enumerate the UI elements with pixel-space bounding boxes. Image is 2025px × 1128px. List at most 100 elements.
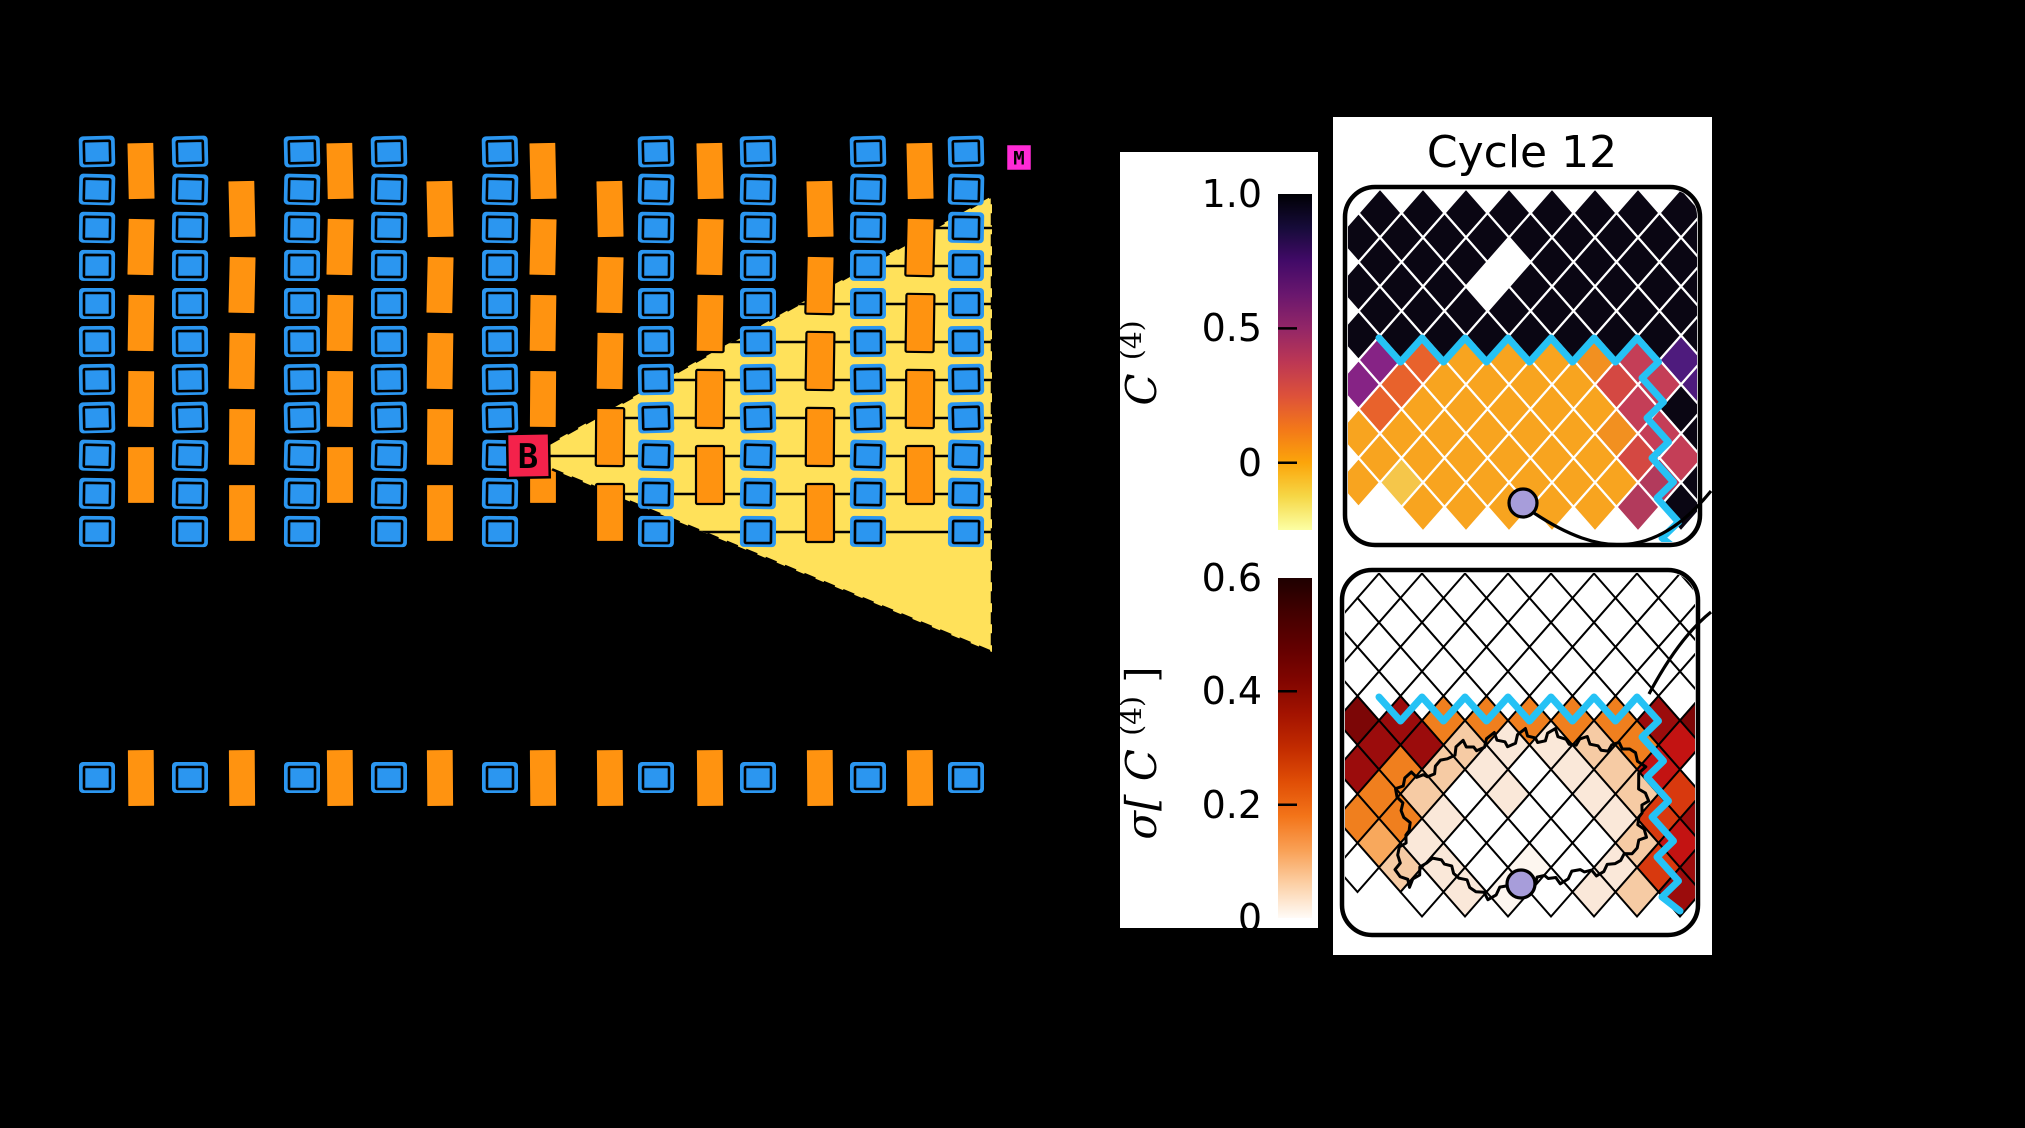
two-qubit-gate bbox=[226, 254, 258, 316]
single-qubit-gate-body bbox=[287, 253, 317, 279]
two-qubit-gate bbox=[594, 482, 626, 544]
single-qubit-gate-body bbox=[853, 215, 883, 241]
single-qubit-gate bbox=[78, 439, 116, 472]
single-qubit-gate-body bbox=[175, 215, 205, 241]
qubit-cell bbox=[1442, 865, 1488, 919]
single-qubit-gate-body bbox=[853, 139, 883, 165]
mean-otoc-axis-label: C̄ (4) bbox=[1115, 320, 1166, 405]
mean-otoc-label-sup: (4) bbox=[1115, 320, 1148, 360]
single-qubit-gate bbox=[947, 173, 985, 206]
single-qubit-gate bbox=[849, 401, 887, 434]
qubit-cell bbox=[1348, 456, 1382, 509]
single-qubit-gate bbox=[172, 288, 208, 319]
two-qubit-gate bbox=[324, 368, 356, 430]
single-qubit-gate bbox=[740, 288, 776, 319]
single-qubit-gate bbox=[171, 515, 209, 548]
single-qubit-gate-body bbox=[374, 443, 404, 469]
single-qubit-gate bbox=[947, 439, 985, 472]
std-otoc-lattice bbox=[1339, 567, 1712, 938]
single-qubit-gate bbox=[78, 363, 116, 396]
two-qubit-gate bbox=[804, 330, 836, 392]
single-qubit-gate-body bbox=[743, 405, 773, 431]
single-qubit-gate-body bbox=[853, 405, 883, 431]
mean-otoc-label-base: C̄ bbox=[1115, 373, 1166, 405]
two-qubit-gate bbox=[424, 747, 456, 809]
single-qubit-gate bbox=[370, 401, 408, 434]
single-qubit-gate-body bbox=[485, 367, 515, 393]
single-qubit-gate bbox=[481, 173, 519, 206]
uncertainty-contour bbox=[1393, 727, 1651, 902]
single-qubit-gate bbox=[171, 173, 209, 206]
single-qubit-gate bbox=[481, 401, 519, 434]
single-qubit-gate-body bbox=[175, 329, 205, 355]
two-qubit-gate bbox=[125, 216, 157, 278]
two-qubit-gate bbox=[424, 178, 456, 240]
single-qubit-gate-body bbox=[374, 253, 404, 279]
single-qubit-gate bbox=[284, 762, 320, 793]
single-qubit-gate bbox=[947, 325, 985, 358]
single-qubit-gate-body bbox=[641, 215, 671, 241]
single-qubit-gate-body bbox=[853, 329, 883, 355]
single-qubit-gate-body bbox=[287, 367, 317, 393]
single-qubit-gate-body bbox=[175, 519, 205, 545]
cb2-tick-0: 0 bbox=[1238, 896, 1262, 940]
single-qubit-gate-body bbox=[485, 253, 515, 279]
single-qubit-gate-body bbox=[951, 253, 981, 279]
two-qubit-gate bbox=[424, 482, 456, 544]
single-qubit-gate-body bbox=[951, 215, 981, 241]
single-qubit-gate bbox=[78, 515, 116, 548]
two-qubit-gate bbox=[125, 368, 157, 430]
mean-otoc-lattice bbox=[1342, 184, 1713, 548]
single-qubit-gate-body bbox=[287, 481, 317, 507]
two-qubit-gate bbox=[324, 747, 356, 809]
single-qubit-gate-body bbox=[485, 481, 515, 507]
single-qubit-gate-body bbox=[951, 405, 981, 431]
single-qubit-gate bbox=[849, 477, 887, 510]
single-qubit-gate bbox=[283, 515, 321, 548]
two-qubit-gate bbox=[324, 292, 356, 354]
single-qubit-gate bbox=[739, 515, 777, 548]
single-qubit-gate-body bbox=[287, 443, 317, 469]
single-qubit-gate-body bbox=[641, 443, 671, 469]
single-qubit-gate-body bbox=[82, 215, 112, 241]
single-qubit-gate bbox=[79, 288, 115, 319]
qubit-cell bbox=[1615, 480, 1661, 534]
single-qubit-gate-body bbox=[485, 329, 515, 355]
single-qubit-gate-body bbox=[82, 291, 112, 317]
single-qubit-gate bbox=[637, 439, 675, 472]
single-qubit-gate bbox=[637, 325, 675, 358]
cb1-tick-0: 0 bbox=[1238, 441, 1262, 485]
two-qubit-gate bbox=[904, 216, 936, 278]
single-qubit-gate-body bbox=[743, 253, 773, 279]
two-qubit-gate bbox=[125, 444, 157, 506]
single-qubit-gate bbox=[849, 325, 887, 358]
single-qubit-gate bbox=[482, 762, 518, 793]
single-qubit-gate-body bbox=[641, 177, 671, 203]
two-qubit-gate bbox=[694, 140, 726, 202]
single-qubit-gate-body bbox=[853, 443, 883, 469]
two-qubit-gate bbox=[527, 747, 559, 809]
single-qubit-gate bbox=[481, 211, 519, 244]
two-qubit-gate bbox=[804, 254, 836, 316]
two-qubit-gate bbox=[226, 406, 258, 468]
single-qubit-gate-body bbox=[82, 367, 112, 393]
single-qubit-gate-body bbox=[82, 519, 112, 545]
single-qubit-gate bbox=[849, 173, 887, 206]
single-qubit-gate-body bbox=[743, 765, 773, 791]
single-qubit-gate-body bbox=[175, 481, 205, 507]
two-qubit-gate bbox=[324, 140, 356, 202]
single-qubit-gate bbox=[638, 288, 674, 319]
single-qubit-gate-body bbox=[175, 291, 205, 317]
single-qubit-gate bbox=[78, 173, 116, 206]
cone-front-zigzag bbox=[1375, 693, 1684, 915]
two-qubit-gate bbox=[424, 330, 456, 392]
two-qubit-gate bbox=[694, 747, 726, 809]
qubit-cell bbox=[1443, 480, 1489, 534]
marker-connector-line bbox=[1533, 489, 1713, 547]
single-qubit-gate-body bbox=[82, 253, 112, 279]
two-qubit-gate bbox=[694, 216, 726, 278]
cb2-tick-0.4: 0.4 bbox=[1202, 669, 1262, 713]
single-qubit-gate-body bbox=[374, 329, 404, 355]
cb1-tick-0.5: 0.5 bbox=[1202, 306, 1262, 350]
single-qubit-gate bbox=[850, 762, 886, 793]
